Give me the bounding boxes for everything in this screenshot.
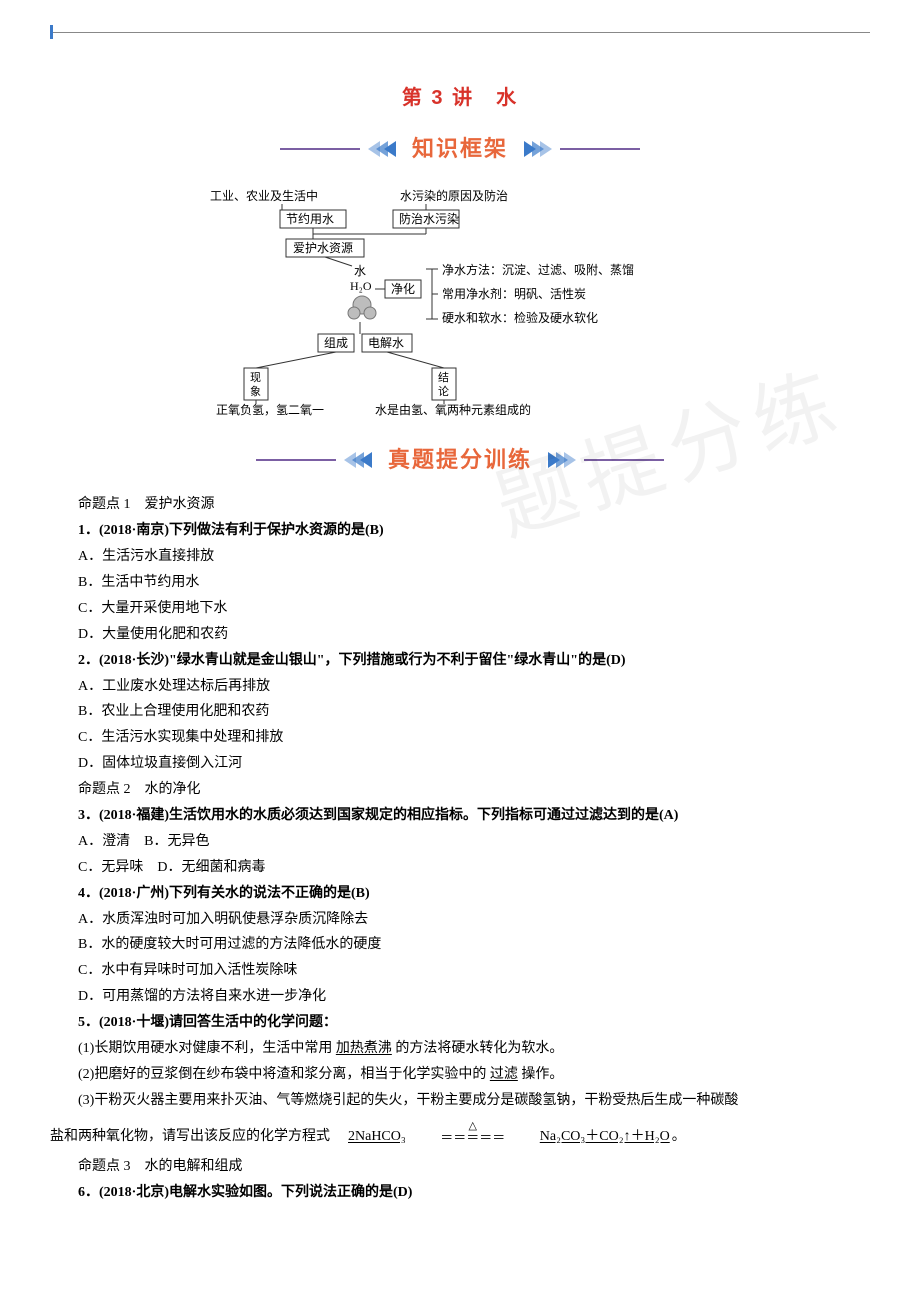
q3-CD: C．无异味 D．无细菌和病毒	[50, 855, 870, 881]
q5-1a: (1)长期饮用硬水对健康不利，生活中常用	[78, 1041, 332, 1056]
diag-text: 节约用水	[286, 211, 334, 226]
q5-3-equation-line: 盐和两种氧化物，请写出该反应的化学方程式 2NaHCO₃ △ ＝＝＝＝＝ Na₂…	[50, 1124, 870, 1150]
q3-AB: A．澄清 B．无异色	[50, 829, 870, 855]
top-mark	[50, 25, 53, 39]
q2-B: B．农业上合理使用化肥和农药	[50, 699, 870, 725]
svg-text:结: 结	[438, 371, 449, 384]
diag-text: 水污染的原因及防治	[400, 188, 508, 203]
q5-1: (1)长期饮用硬水对健康不利，生活中常用 加热煮沸 的方法将硬水转化为软水。	[50, 1036, 870, 1062]
top-rule	[50, 32, 870, 33]
header-line-left	[256, 459, 336, 461]
q1-D: D．大量使用化肥和农药	[50, 622, 870, 648]
q2-C: C．生活污水实现集中处理和排放	[50, 725, 870, 751]
q2-A: A．工业废水处理达标后再排放	[50, 674, 870, 700]
q4-stem: 4．(2018·广州)下列有关水的说法不正确的是(B)	[50, 881, 870, 907]
arrows-right-icon	[514, 137, 554, 161]
q5-2a: (2)把磨好的豆浆倒在纱布袋中将渣和浆分离，相当于化学实验中的	[78, 1067, 486, 1082]
diag-text: 正氧负氢，氢二氧一	[216, 402, 324, 417]
page-title: 第 3 讲 水	[50, 80, 870, 117]
arrows-right-icon	[538, 448, 578, 472]
framework-diagram: 工业、农业及生活中 水污染的原因及防治 节约用水 防治水污染 爱护水资源 水 H…	[180, 182, 740, 432]
svg-text:象: 象	[250, 385, 261, 398]
diag-text: 工业、农业及生活中	[210, 188, 318, 203]
header-line-left	[280, 148, 360, 150]
section-header-framework: 知识框架	[50, 129, 870, 170]
q5-stem: 5．(2018·十堰)请回答生活中的化学问题：	[50, 1010, 870, 1036]
header-line-right	[560, 148, 640, 150]
diag-text: 净化	[391, 282, 415, 296]
q4-B: B．水的硬度较大时可用过滤的方法降低水的硬度	[50, 932, 870, 958]
arrows-left-icon	[366, 137, 406, 161]
q4-C: C．水中有异味时可加入活性炭除味	[50, 958, 870, 984]
q2-D: D．固体垃圾直接倒入江河	[50, 751, 870, 777]
q4-A: A．水质浑浊时可加入明矾使悬浮杂质沉降除去	[50, 907, 870, 933]
diag-text: H₂O	[350, 279, 372, 293]
eq-equals: ＝＝＝＝＝	[440, 1126, 505, 1150]
q5-1c: 的方法将硬水转化为软水。	[395, 1041, 563, 1056]
topic-1: 命题点 1 爱护水资源	[50, 492, 870, 518]
section-title-practice: 真题提分训练	[388, 440, 532, 481]
q6-stem: 6．(2018·北京)电解水实验如图。下列说法正确的是(D)	[50, 1180, 870, 1206]
q1-A: A．生活污水直接排放	[50, 544, 870, 570]
q4-D: D．可用蒸馏的方法将自来水进一步净化	[50, 984, 870, 1010]
eq-left: 2NaHCO₃	[348, 1124, 406, 1150]
diag-text: 水	[354, 264, 366, 278]
svg-text:现: 现	[250, 371, 261, 384]
header-line-right	[584, 459, 664, 461]
q5-2c: 操作。	[521, 1067, 563, 1082]
eq-condition-arrow: △ ＝＝＝＝＝	[408, 1124, 538, 1150]
q5-2: (2)把磨好的豆浆倒在纱布袋中将渣和浆分离，相当于化学实验中的 过滤 操作。	[50, 1062, 870, 1088]
diag-text: 防治水污染	[399, 211, 459, 226]
diag-text: 组成	[324, 336, 348, 350]
q1-B: B．生活中节约用水	[50, 570, 870, 596]
diag-text: 爱护水资源	[293, 241, 353, 255]
diag-text: 硬水和软水：检验及硬水软化	[442, 310, 598, 325]
diag-text: 常用净水剂：明矾、活性炭	[442, 286, 586, 301]
arrows-left-icon	[342, 448, 382, 472]
q1-stem: 1．(2018·南京)下列做法有利于保护水资源的是(B)	[50, 518, 870, 544]
q5-1b: 加热煮沸	[336, 1041, 392, 1056]
diag-text: 净水方法：沉淀、过滤、吸附、蒸馏	[442, 262, 634, 277]
q3-stem: 3．(2018·福建)生活饮用水的水质必须达到国家规定的相应指标。下列指标可通过…	[50, 803, 870, 829]
q5-2b: 过滤	[490, 1067, 518, 1082]
section-title-framework: 知识框架	[412, 129, 508, 170]
q5-3a: (3)干粉灭火器主要用来扑灭油、气等燃烧引起的失火，干粉主要成分是碳酸氢钠，干粉…	[50, 1088, 870, 1114]
diag-text: 水是由氢、氧两种元素组成的	[375, 402, 531, 417]
topic-3: 命题点 3 水的电解和组成	[50, 1154, 870, 1180]
section-header-practice: 真题提分训练	[50, 440, 870, 481]
q5-3-pre: 盐和两种氧化物，请写出该反应的化学方程式	[50, 1124, 330, 1150]
q2-stem: 2．(2018·长沙)"绿水青山就是金山银山"，下列措施或行为不利于留住"绿水青…	[50, 648, 870, 674]
diag-text: 电解水	[368, 336, 404, 350]
svg-text:论: 论	[438, 384, 449, 398]
eq-right: Na₂CO₃＋CO₂↑＋H₂O	[540, 1124, 670, 1150]
topic-2: 命题点 2 水的净化	[50, 777, 870, 803]
eq-end: 。	[672, 1124, 686, 1150]
q1-C: C．大量开采使用地下水	[50, 596, 870, 622]
